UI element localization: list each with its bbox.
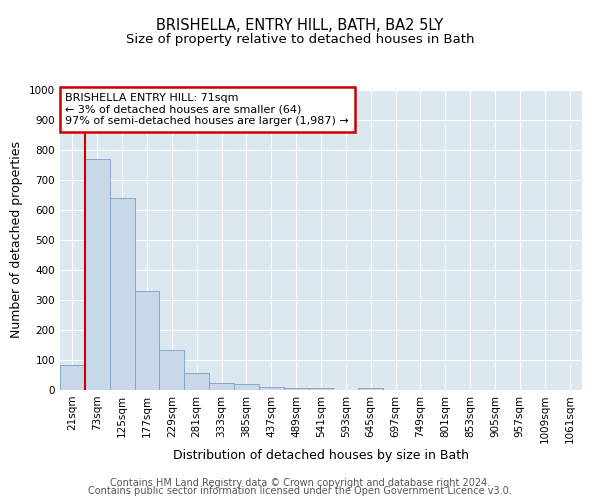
Bar <box>284 388 308 390</box>
Bar <box>134 291 160 390</box>
Bar <box>209 382 234 390</box>
Bar <box>160 350 184 390</box>
Bar <box>358 388 383 390</box>
X-axis label: Distribution of detached houses by size in Bath: Distribution of detached houses by size … <box>173 449 469 462</box>
Bar <box>110 198 134 390</box>
Y-axis label: Number of detached properties: Number of detached properties <box>10 142 23 338</box>
Text: BRISHELLA ENTRY HILL: 71sqm
← 3% of detached houses are smaller (64)
97% of semi: BRISHELLA ENTRY HILL: 71sqm ← 3% of deta… <box>65 93 349 126</box>
Text: Size of property relative to detached houses in Bath: Size of property relative to detached ho… <box>126 32 474 46</box>
Bar <box>60 364 85 390</box>
Text: Contains public sector information licensed under the Open Government Licence v3: Contains public sector information licen… <box>88 486 512 496</box>
Bar <box>308 388 334 390</box>
Bar <box>234 384 259 390</box>
Text: Contains HM Land Registry data © Crown copyright and database right 2024.: Contains HM Land Registry data © Crown c… <box>110 478 490 488</box>
Text: BRISHELLA, ENTRY HILL, BATH, BA2 5LY: BRISHELLA, ENTRY HILL, BATH, BA2 5LY <box>157 18 443 32</box>
Bar <box>85 159 110 390</box>
Bar <box>259 387 284 390</box>
Bar <box>184 373 209 390</box>
